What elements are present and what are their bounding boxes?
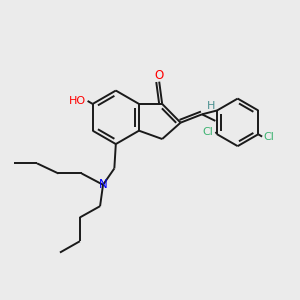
Text: O: O — [154, 69, 164, 82]
Text: H: H — [207, 101, 216, 111]
Text: Cl: Cl — [203, 127, 214, 137]
Text: HO: HO — [69, 96, 86, 106]
Text: N: N — [99, 178, 107, 191]
Text: Cl: Cl — [263, 132, 274, 142]
